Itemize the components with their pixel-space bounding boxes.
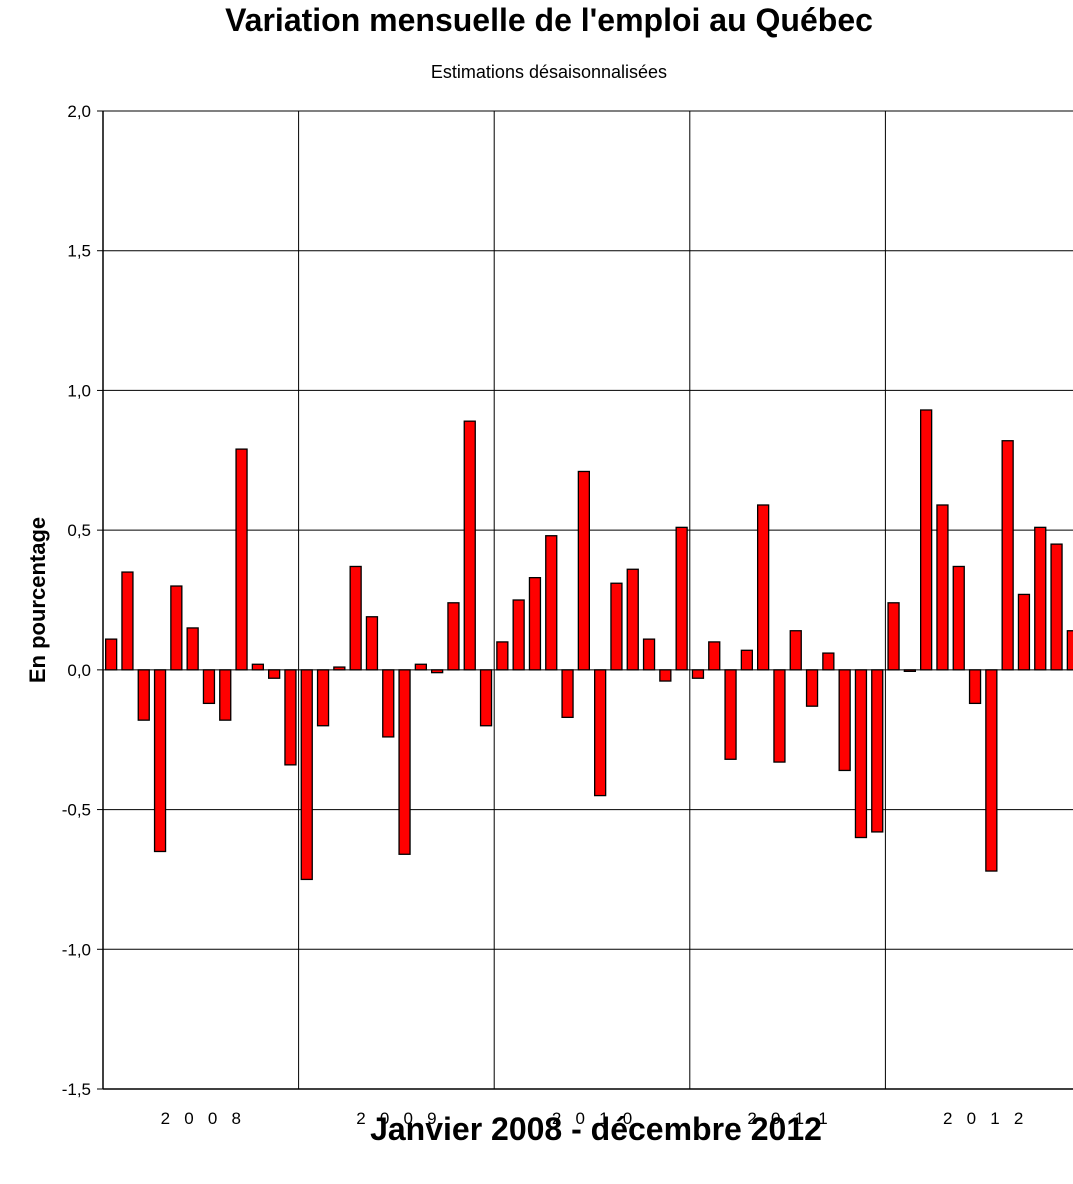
bar bbox=[952, 565, 965, 671]
bar bbox=[202, 669, 216, 705]
chart-title: Variation mensuelle de l'emploi au Québe… bbox=[225, 2, 873, 38]
bar bbox=[1001, 440, 1014, 671]
y-tick-label: 0,0 bbox=[67, 661, 91, 680]
x-axis-label: Janvier 2008 - décembre 2012 bbox=[370, 1111, 822, 1147]
bar bbox=[724, 669, 737, 760]
bar bbox=[300, 669, 313, 881]
x-year-label: 2 0 1 1 bbox=[747, 1109, 827, 1128]
bar bbox=[121, 571, 134, 671]
bar bbox=[512, 599, 525, 671]
bar bbox=[968, 669, 982, 705]
bar bbox=[284, 669, 297, 766]
bar bbox=[610, 582, 623, 671]
bar bbox=[1017, 593, 1031, 671]
bar bbox=[170, 585, 183, 671]
bar bbox=[708, 641, 721, 671]
bar bbox=[838, 669, 851, 772]
y-tick-label: -1,5 bbox=[62, 1080, 91, 1099]
y-tick-label: 1,5 bbox=[67, 242, 91, 261]
bar bbox=[105, 638, 118, 671]
bar bbox=[985, 669, 998, 872]
bar bbox=[137, 669, 150, 721]
bar bbox=[936, 504, 949, 671]
bar bbox=[349, 565, 362, 671]
bar bbox=[887, 602, 900, 671]
bar bbox=[235, 448, 248, 671]
y-tick-label: -1,0 bbox=[62, 940, 91, 959]
bar bbox=[920, 409, 933, 671]
bar bbox=[153, 669, 167, 853]
bar bbox=[691, 669, 705, 679]
bar bbox=[333, 666, 346, 671]
x-year-label: 2 0 0 8 bbox=[161, 1109, 241, 1128]
x-year-label: 2 0 0 9 bbox=[356, 1109, 436, 1128]
bar bbox=[789, 630, 802, 671]
bar bbox=[773, 669, 786, 763]
bar bbox=[463, 420, 476, 671]
bar bbox=[740, 649, 753, 671]
bar bbox=[757, 504, 770, 671]
bar bbox=[626, 568, 639, 671]
bar bbox=[430, 669, 444, 674]
bar bbox=[675, 526, 688, 671]
chart-subtitle: Estimations désaisonnalisées bbox=[430, 62, 668, 82]
y-tick-label: 1,0 bbox=[67, 381, 91, 400]
bar bbox=[1050, 543, 1063, 671]
bar bbox=[642, 638, 656, 671]
x-year-label: 2 0 1 0 bbox=[552, 1109, 632, 1128]
y-tick-label: 0,5 bbox=[67, 521, 91, 540]
bar bbox=[528, 576, 542, 671]
bar bbox=[1066, 630, 1073, 671]
bar bbox=[251, 663, 265, 671]
bar bbox=[382, 669, 395, 738]
bar bbox=[496, 641, 509, 671]
y-tick-label: -0,5 bbox=[62, 801, 91, 820]
bar bbox=[186, 627, 199, 671]
bar bbox=[577, 470, 590, 671]
bar bbox=[903, 669, 916, 673]
bar bbox=[316, 669, 330, 727]
bar bbox=[805, 669, 819, 707]
bar bbox=[1034, 526, 1047, 671]
bar bbox=[594, 669, 607, 797]
bar bbox=[854, 669, 868, 839]
y-tick-label: 2,0 bbox=[67, 102, 91, 121]
bar bbox=[561, 669, 574, 719]
bar bbox=[398, 669, 411, 855]
bar bbox=[871, 669, 884, 833]
bar bbox=[659, 669, 672, 682]
bar bbox=[447, 602, 460, 671]
x-year-label: 2 0 1 2 bbox=[943, 1109, 1023, 1128]
bar bbox=[545, 535, 558, 671]
bar bbox=[219, 669, 232, 721]
bar bbox=[479, 669, 493, 727]
bar bbox=[822, 652, 835, 671]
bar bbox=[267, 669, 281, 679]
bar bbox=[365, 616, 379, 671]
bar bbox=[414, 663, 428, 671]
